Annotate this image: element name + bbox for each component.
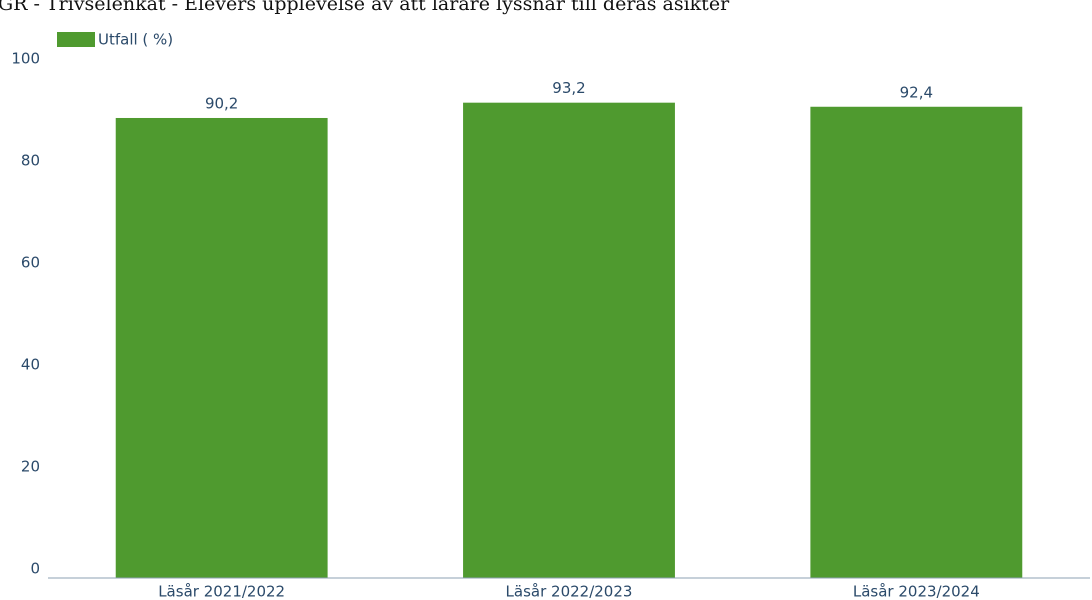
data-label: 90,2 xyxy=(205,94,238,112)
data-label: 93,2 xyxy=(552,79,585,97)
legend-label: Utfall ( %) xyxy=(98,31,173,49)
bar xyxy=(463,102,675,579)
legend-swatch xyxy=(57,32,95,47)
bar xyxy=(810,106,1023,578)
y-tick-label: 20 xyxy=(21,458,40,476)
y-tick-label: 80 xyxy=(21,152,40,170)
x-tick-label: Läsår 2023/2024 xyxy=(853,583,980,600)
y-tick-label: 100 xyxy=(11,50,40,68)
x-tick-label: Läsår 2022/2023 xyxy=(506,583,633,600)
y-tick-label: 40 xyxy=(21,356,40,374)
data-label: 92,4 xyxy=(900,83,933,101)
chart-title: GR - Trivselenkät - Elevers upplevelse a… xyxy=(0,0,730,15)
y-tick-label: 60 xyxy=(21,254,40,272)
x-tick-label: Läsår 2021/2022 xyxy=(158,583,285,600)
bar xyxy=(115,117,328,578)
y-tick-label: 0 xyxy=(30,560,40,578)
